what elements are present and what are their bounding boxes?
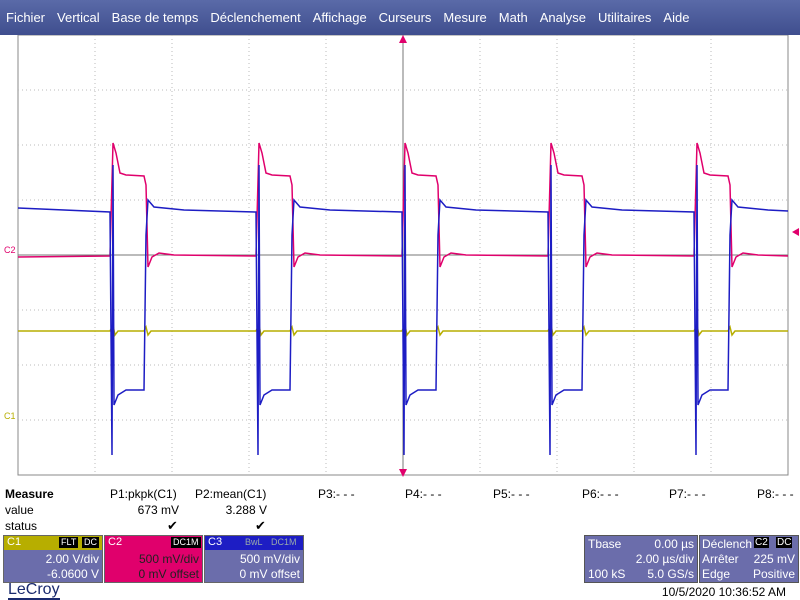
trigger-level-marker: [792, 228, 799, 236]
param-p3-name[interactable]: P3:- - -: [318, 487, 355, 501]
param-p6-name[interactable]: P6:- - -: [582, 487, 619, 501]
c1-ground-marker: C1: [4, 411, 16, 421]
timebase-label: Tbase: [588, 537, 622, 551]
menu-item-curseurs[interactable]: Curseurs: [378, 10, 432, 25]
channel-c3-offset: 0 mV offset: [239, 567, 300, 581]
brand-underline: [8, 598, 60, 600]
trigger-source-tag: C2: [754, 537, 769, 548]
channel-c3-descriptor[interactable]: C3 BwL DC1M 500 mV/div 0 mV offset: [204, 535, 304, 583]
brand-logo: LeCroy: [8, 581, 60, 598]
menu-item-analyse[interactable]: Analyse: [539, 10, 586, 25]
menu-item-utilitaires[interactable]: Utilitaires: [597, 10, 652, 25]
channel-c2-name: C2: [108, 536, 123, 548]
trigger-position-marker: [399, 469, 407, 477]
channel-c3-name: C3: [208, 536, 223, 548]
menu-item-affichage[interactable]: Affichage: [312, 10, 367, 25]
trigger-type: Edge: [702, 567, 731, 581]
timebase-delay: 0.00 µs: [654, 537, 694, 551]
c2-ground-marker: C2: [4, 245, 16, 255]
timebase-rate: 5.0 GS/s: [647, 567, 694, 581]
timebase-per-div: 2.00 µs/div: [635, 552, 694, 566]
trigger-coupling-tag: DC: [776, 537, 793, 548]
channel-c3-scale: 500 mV/div: [239, 552, 300, 566]
channel-c1-tag-flt: FLT: [59, 537, 79, 548]
trigger-delay-marker: [399, 35, 407, 43]
trigger-label: Déclench: [702, 537, 753, 551]
menu-item-aide[interactable]: Aide: [663, 10, 690, 25]
channel-c1-descriptor[interactable]: C1 FLT DC 2.00 V/div -6.0600 V: [3, 535, 103, 583]
trigger-mode: Arrêter: [702, 552, 739, 566]
trace-c3: [17, 164, 789, 456]
waveform-traces: [17, 142, 789, 456]
menu-item-d-clenchement[interactable]: Déclenchement: [210, 10, 301, 25]
measure-header: Measure: [5, 487, 54, 501]
param-p1-name[interactable]: P1:pkpk(C1): [110, 487, 177, 501]
measurement-table: Measure value status P1:pkpk(C1) 673 mV …: [0, 485, 800, 535]
trigger-descriptor[interactable]: Déclench C2 DC Arrêter 225 mV Edge Posit…: [699, 535, 799, 583]
param-p2-status-icon: ✔: [255, 518, 266, 533]
channel-c2-offset: 0 mV offset: [138, 567, 199, 581]
timebase-descriptor[interactable]: Tbase 0.00 µs 2.00 µs/div 100 kS 5.0 GS/…: [584, 535, 698, 583]
channel-c1-offset: -6.0600 V: [46, 567, 99, 581]
trace-c2: [17, 142, 789, 268]
menu-item-math[interactable]: Math: [498, 10, 528, 25]
menu-item-mesure[interactable]: Mesure: [443, 10, 487, 25]
measure-value-label: value: [5, 503, 34, 517]
menu-item-base-de-temps[interactable]: Base de temps: [111, 10, 199, 25]
channel-c3-tag-bwl: BwL: [243, 537, 265, 548]
scope-display: C2 C1: [4, 35, 799, 477]
timestamp: 10/5/2020 10:36:52 AM: [661, 585, 786, 599]
menu-bar: Fichier Vertical Base de temps Déclenchemen…: [0, 0, 800, 35]
param-p7-name[interactable]: P7:- - -: [669, 487, 706, 501]
param-p1-value: 673 mV: [137, 503, 179, 517]
trigger-level: 225 mV: [753, 552, 795, 566]
channel-c2-scale: 500 mV/div: [138, 552, 199, 566]
channel-c3-tag-dc1m: DC1M: [269, 537, 299, 548]
menu-item-vertical[interactable]: Vertical: [57, 10, 100, 25]
menu-item-fichier[interactable]: Fichier: [6, 10, 46, 25]
trigger-slope: Positive: [752, 567, 795, 581]
channel-c2-tag-dc1m: DC1M: [171, 537, 201, 548]
timebase-samples: 100 kS: [588, 567, 626, 581]
param-p2-name[interactable]: P2:mean(C1): [195, 487, 267, 501]
param-p8-name[interactable]: P8:- - -: [757, 487, 794, 501]
measure-status-label: status: [5, 519, 38, 533]
channel-c1-name: C1: [7, 536, 22, 548]
param-p5-name[interactable]: P5:- - -: [493, 487, 530, 501]
channel-c1-scale: 2.00 V/div: [45, 552, 99, 566]
channel-c1-tag-dc: DC: [82, 537, 99, 548]
param-p4-name[interactable]: P4:- - -: [405, 487, 442, 501]
param-p1-status-icon: ✔: [167, 518, 178, 533]
param-p2-value: 3.288 V: [225, 503, 267, 517]
channel-c2-descriptor[interactable]: C2 DC1M 500 mV/div 0 mV offset: [104, 535, 203, 583]
